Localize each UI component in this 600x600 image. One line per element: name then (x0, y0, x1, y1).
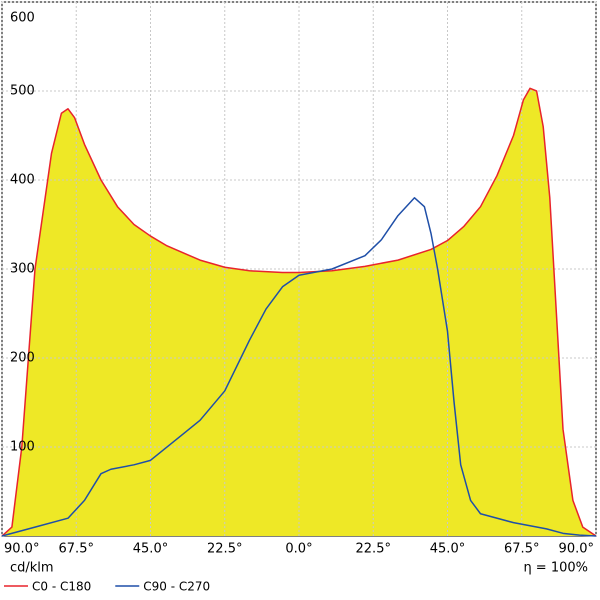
y-tick-label: 600 (10, 11, 35, 26)
x-tick-label: 90.0° (4, 542, 39, 557)
y-tick-label: 300 (10, 262, 35, 277)
y-tick-label: 400 (10, 173, 35, 188)
x-tick-label: 45.0° (430, 542, 465, 557)
x-tick-label: 22.5° (207, 542, 242, 557)
series-line (1, 197, 597, 537)
x-tick-label: 67.5° (504, 542, 539, 557)
x-tick-label: 90.0° (559, 542, 594, 557)
legend-label: C0 - C180 (32, 580, 91, 594)
x-tick-label: 67.5° (59, 542, 94, 557)
x-tick-label: 22.5° (356, 542, 391, 557)
x-tick-label: 0.0° (285, 542, 312, 557)
area-fill (2, 88, 596, 536)
x-tick-label: 45.0° (133, 542, 168, 557)
y-tick-label: 500 (10, 84, 35, 99)
y-tick-label: 200 (10, 351, 35, 366)
efficiency-label: η = 100% (523, 561, 588, 576)
legend-label: C90 - C270 (143, 580, 210, 594)
y-tick-label: 100 (10, 440, 35, 455)
legend: C0 - C180 C90 - C270 (4, 580, 210, 594)
plot-area (1, 1, 597, 537)
y-unit-label: cd/klm (10, 561, 54, 576)
